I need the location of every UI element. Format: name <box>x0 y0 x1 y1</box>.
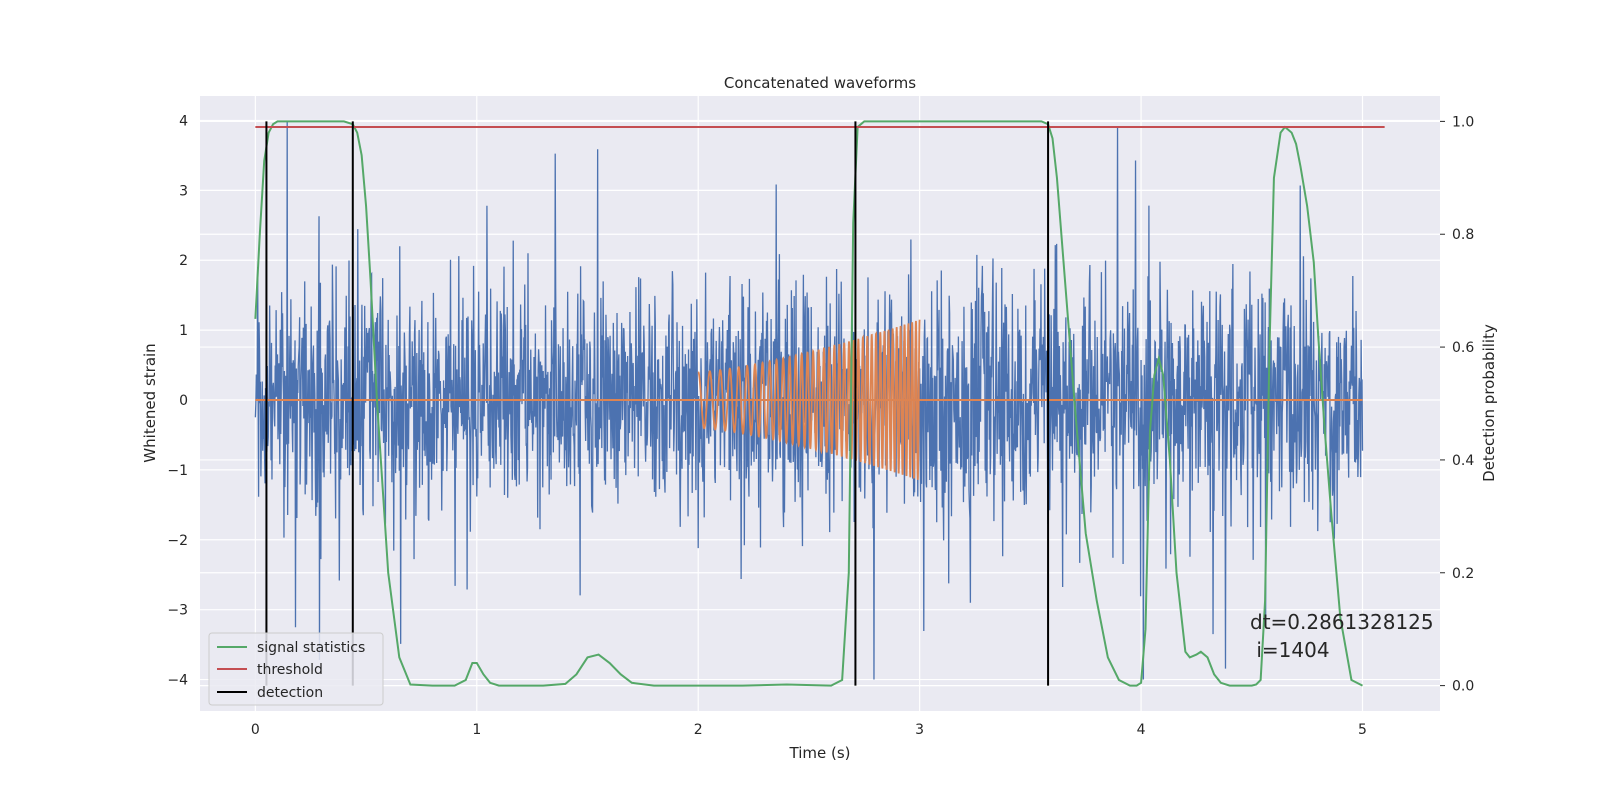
series-noise <box>254 120 1364 680</box>
y-right-tick-label-3: 0.6 <box>1452 340 1474 356</box>
legend-box <box>208 632 384 706</box>
y-tick-label-8: 4 <box>179 113 188 129</box>
legend: signal statistics threshold detection <box>208 632 384 706</box>
y-axis-label: Whitened strain <box>141 343 159 462</box>
x-tick-label-5: 5 <box>1358 722 1367 738</box>
x-tick-label-2: 2 <box>694 722 703 738</box>
annotation-dt: dt=0.2861328125 <box>1250 610 1434 634</box>
y-right-tick-label-4: 0.8 <box>1452 227 1474 243</box>
noise-line <box>254 120 1364 680</box>
x-axis-label: Time (s) <box>789 744 851 762</box>
y-tick-label-4: 0 <box>179 393 188 409</box>
y-right-tick-label-5: 1.0 <box>1452 114 1474 130</box>
series-signal <box>255 319 1363 480</box>
x-tick-label-0: 0 <box>251 722 260 738</box>
x-tick-label-4: 4 <box>1137 722 1146 738</box>
y-tick-label-1: −3 <box>167 603 188 619</box>
right-axis-series <box>254 120 1385 687</box>
chart-title: Concatenated waveforms <box>724 74 916 92</box>
y-right-tick-label-2: 0.4 <box>1452 453 1474 469</box>
legend-label-detection: detection <box>257 685 323 701</box>
tick-labels: 0 1 2 3 4 5 −4 −3 −2 −1 0 1 2 3 4 0.0 0.2 0.4 0.6 0.8 1.0 <box>167 113 1474 738</box>
y-tick-label-3: −1 <box>167 463 188 479</box>
annotation-index: i=1404 <box>1250 638 1330 662</box>
legend-label-statistics: signal statistics <box>257 640 365 656</box>
y-tick-label-2: −2 <box>167 533 188 549</box>
y-tick-label-6: 2 <box>179 253 188 269</box>
signal-chirp-line <box>697 319 921 480</box>
y-tick-label-7: 3 <box>179 183 188 199</box>
y-tick-label-0: −4 <box>167 673 188 689</box>
y-right-tick-label-0: 0.0 <box>1452 679 1474 695</box>
y-right-tick-label-1: 0.2 <box>1452 566 1474 582</box>
y-axis-label-right: Detection probability <box>1480 324 1498 482</box>
y-tick-label-5: 1 <box>179 323 188 339</box>
legend-label-threshold: threshold <box>257 662 323 678</box>
x-tick-label-1: 1 <box>472 722 481 738</box>
statistics-line <box>254 120 1363 687</box>
x-tick-label-3: 3 <box>915 722 924 738</box>
